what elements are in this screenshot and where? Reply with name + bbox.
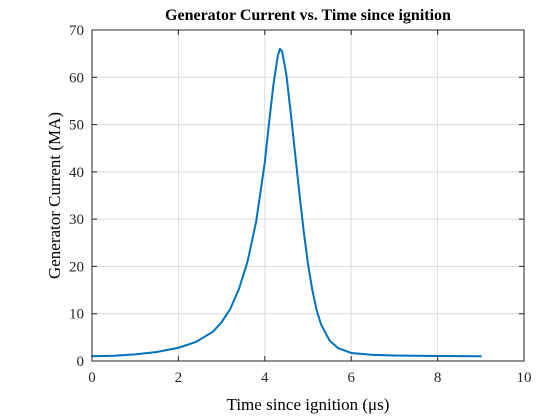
- x-tick-label: 4: [261, 370, 269, 386]
- y-tick-label: 70: [69, 23, 84, 39]
- y-axis-label: Generator Current (MA): [45, 112, 64, 279]
- x-tick-label: 8: [434, 370, 442, 386]
- plot-area: [92, 30, 524, 361]
- chart-title: Generator Current vs. Time since ignitio…: [165, 7, 451, 24]
- y-tick-label: 20: [69, 259, 84, 275]
- series-layer: [91, 47, 482, 358]
- y-tick-label: 60: [69, 70, 84, 86]
- x-tick-label: 0: [88, 370, 96, 386]
- series-line: [91, 47, 482, 358]
- x-tick-label: 10: [517, 370, 532, 386]
- y-tick-label: 40: [69, 165, 84, 181]
- ticks: 0 2 4 6 8 10 0 10 20 30 40 50 60 70: [69, 23, 532, 386]
- x-tick-label: 2: [175, 370, 183, 386]
- y-tick-label: 0: [77, 354, 85, 370]
- axes-box: [91, 29, 525, 362]
- x-tick-label: 6: [347, 370, 355, 386]
- y-tick-label: 50: [69, 118, 84, 134]
- y-tick-label: 30: [69, 212, 84, 228]
- x-axis-label: Time since ignition (μs): [227, 395, 390, 414]
- y-tick-label: 10: [69, 307, 84, 323]
